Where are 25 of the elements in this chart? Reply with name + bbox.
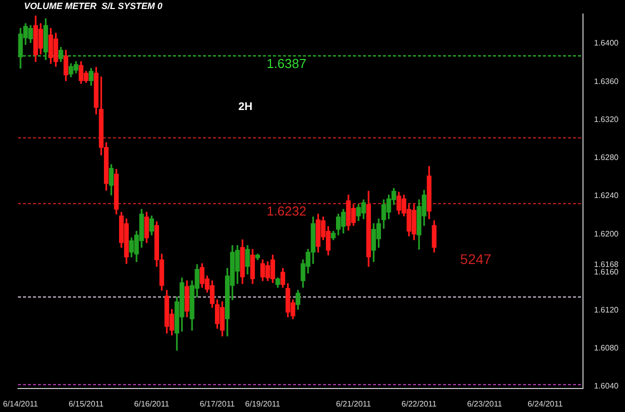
chart-title: VOLUME METER S/L SYSTEM 0 bbox=[24, 0, 162, 11]
y-tick-label: 1.6280 bbox=[594, 153, 620, 162]
y-tick-label: 1.6320 bbox=[594, 114, 620, 124]
annotation: 5247 bbox=[460, 251, 492, 268]
x-tick-label: 6/22/2011 bbox=[402, 399, 438, 408]
x-tick-label: 6/17/2011 bbox=[200, 399, 236, 408]
x-tick-label: 6/23/2011 bbox=[467, 399, 503, 408]
y-tick-label: 1.6080 bbox=[594, 344, 620, 353]
x-tick-label: 6/15/2011 bbox=[68, 399, 104, 408]
x-tick-label: 6/16/2011 bbox=[134, 399, 170, 408]
y-tick-label: 1.6360 bbox=[594, 76, 620, 86]
annotation: 2H bbox=[238, 101, 252, 113]
ref-line-label: 1.6387 bbox=[266, 56, 306, 71]
y-tick-label: 1.6168 bbox=[594, 260, 620, 269]
y-tick-label: 1.6240 bbox=[594, 191, 620, 200]
y-tick-label: 1.6120 bbox=[594, 305, 620, 314]
x-tick-label: 6/19/2011 bbox=[245, 399, 281, 408]
ref-line-label: 1.6232 bbox=[266, 204, 306, 219]
y-tick-label: 1.6400 bbox=[594, 38, 620, 48]
x-tick-label: 6/21/2011 bbox=[336, 399, 372, 408]
y-tick-label: 1.6040 bbox=[594, 382, 620, 391]
y-tick-label: 1.6200 bbox=[594, 229, 620, 238]
x-tick-label: 6/14/2011 bbox=[3, 399, 39, 408]
y-tick-label: 1.6160 bbox=[594, 267, 620, 276]
x-tick-label: 6/24/2011 bbox=[528, 399, 564, 408]
